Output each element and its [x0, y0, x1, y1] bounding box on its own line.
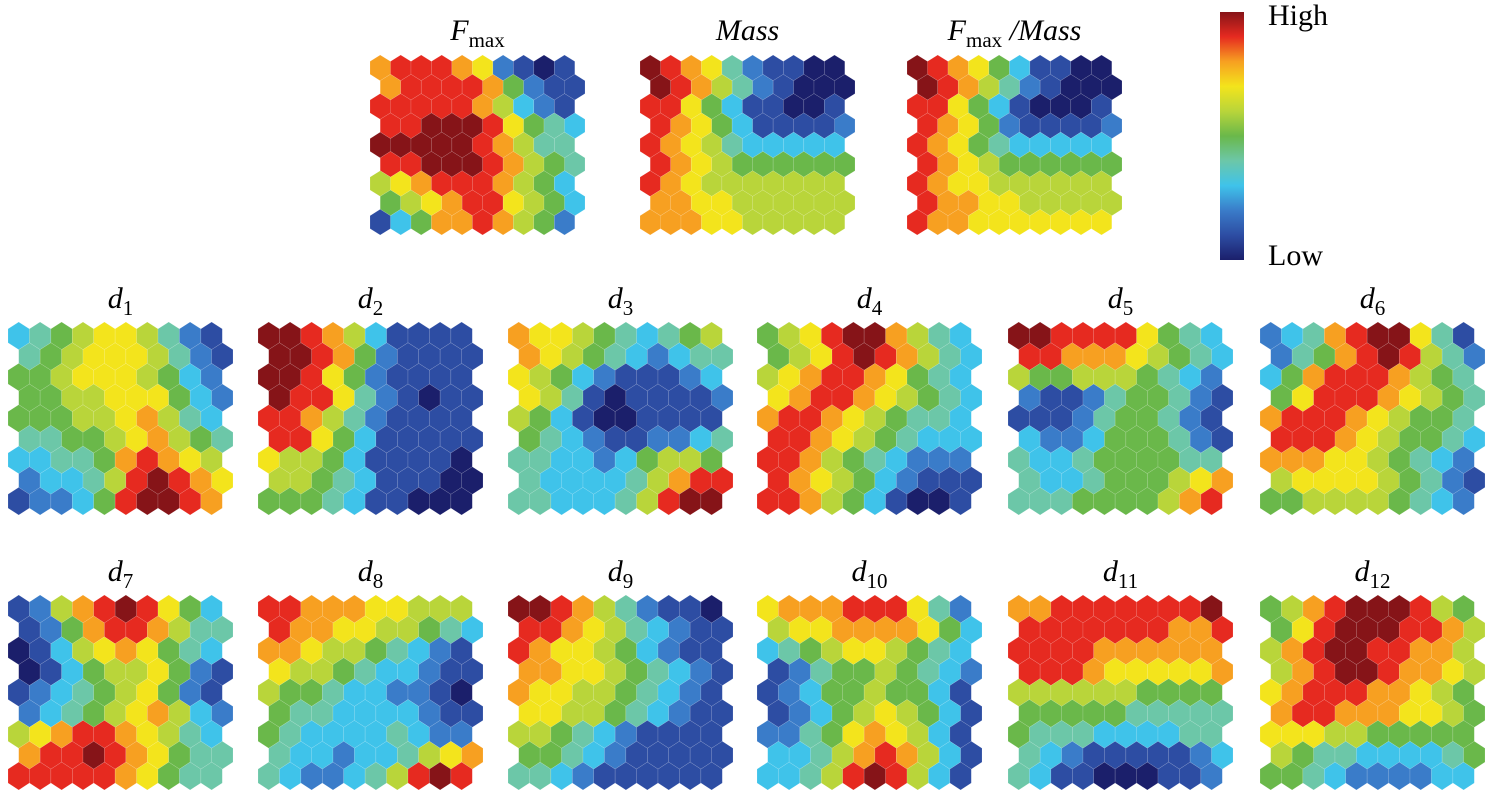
- plane-title: d5: [1108, 282, 1134, 320]
- hex-cell: [200, 487, 223, 516]
- title-subscript: 4: [872, 296, 883, 320]
- hex-cell: [824, 209, 846, 236]
- plane-title: Mass: [715, 14, 779, 47]
- title-subscript: 7: [123, 569, 134, 593]
- plane-title: d12: [1355, 555, 1391, 593]
- hex-cell: [450, 761, 473, 791]
- hex-cell: [1200, 487, 1223, 516]
- hex-cell: [1452, 761, 1475, 791]
- hex-cell: [700, 761, 723, 791]
- component-plane: Fmax /Mass: [906, 14, 1123, 236]
- plane-title: d11: [1103, 555, 1138, 593]
- title-text: d: [1108, 282, 1124, 315]
- hex-cell: [450, 487, 473, 516]
- plane-title: Fmax /Mass: [947, 14, 1082, 52]
- component-plane: Mass: [639, 14, 856, 236]
- plane-title: d3: [608, 282, 634, 320]
- title-text: d: [608, 555, 624, 588]
- title-subscript: 3: [623, 296, 634, 320]
- title-subscript: max: [469, 28, 506, 52]
- hex-cell: [554, 209, 576, 236]
- hex-cell: [200, 761, 223, 791]
- plane-title: Fmax: [449, 14, 505, 52]
- title-subscript: 11: [1118, 569, 1138, 593]
- component-plane: d11: [1007, 555, 1234, 791]
- plane-title: d9: [608, 555, 634, 593]
- title-subscript: 5: [1123, 296, 1134, 320]
- title-subscript: max: [966, 28, 1003, 52]
- title-text: d: [852, 555, 868, 588]
- title-text: F: [947, 14, 967, 47]
- component-plane: d4: [756, 282, 983, 516]
- title-suffix: /Mass: [1002, 14, 1081, 47]
- component-plane: d12: [1259, 555, 1486, 791]
- title-text: d: [608, 282, 624, 315]
- component-plane: d1: [7, 282, 234, 516]
- title-text: d: [358, 555, 374, 588]
- colorbar: [1220, 12, 1244, 260]
- component-plane: d3: [507, 282, 734, 516]
- title-text: F: [449, 14, 469, 47]
- title-subscript: 6: [1375, 296, 1386, 320]
- title-text: Mass: [715, 14, 779, 47]
- colorbar-low-label: Low: [1268, 239, 1323, 272]
- hex-cell: [700, 487, 723, 516]
- title-subscript: 10: [867, 569, 888, 593]
- title-subscript: 8: [373, 569, 384, 593]
- title-text: d: [358, 282, 374, 315]
- title-subscript: 2: [373, 296, 384, 320]
- component-plane: d5: [1007, 282, 1234, 516]
- title-subscript: 12: [1370, 569, 1391, 593]
- title-subscript: 9: [623, 569, 634, 593]
- hex-cell: [1200, 761, 1223, 791]
- plane-title: d6: [1360, 282, 1386, 320]
- title-text: d: [1355, 555, 1371, 588]
- title-text: d: [1360, 282, 1376, 315]
- component-plane: d8: [257, 555, 484, 791]
- hex-cell: [949, 487, 972, 516]
- component-plane: d7: [7, 555, 234, 791]
- component-plane: Fmax: [369, 14, 586, 236]
- title-text: d: [108, 282, 124, 315]
- title-text: d: [108, 555, 124, 588]
- hex-cell: [949, 761, 972, 791]
- title-text: d: [1103, 555, 1119, 588]
- plane-title: d10: [852, 555, 888, 593]
- colorbar-high-label: High: [1268, 0, 1328, 32]
- title-subscript: 1: [123, 296, 134, 320]
- plane-title: d1: [108, 282, 134, 320]
- plane-title: d7: [108, 555, 134, 593]
- hex-cell: [1091, 209, 1113, 236]
- component-plane: d9: [507, 555, 734, 791]
- component-plane: d2: [257, 282, 484, 516]
- plane-title: d2: [358, 282, 384, 320]
- plane-title: d8: [358, 555, 384, 593]
- hex-cell: [1452, 487, 1475, 516]
- title-text: d: [857, 282, 873, 315]
- plane-title: d4: [857, 282, 883, 320]
- component-plane: d10: [756, 555, 983, 791]
- component-plane: d6: [1259, 282, 1486, 516]
